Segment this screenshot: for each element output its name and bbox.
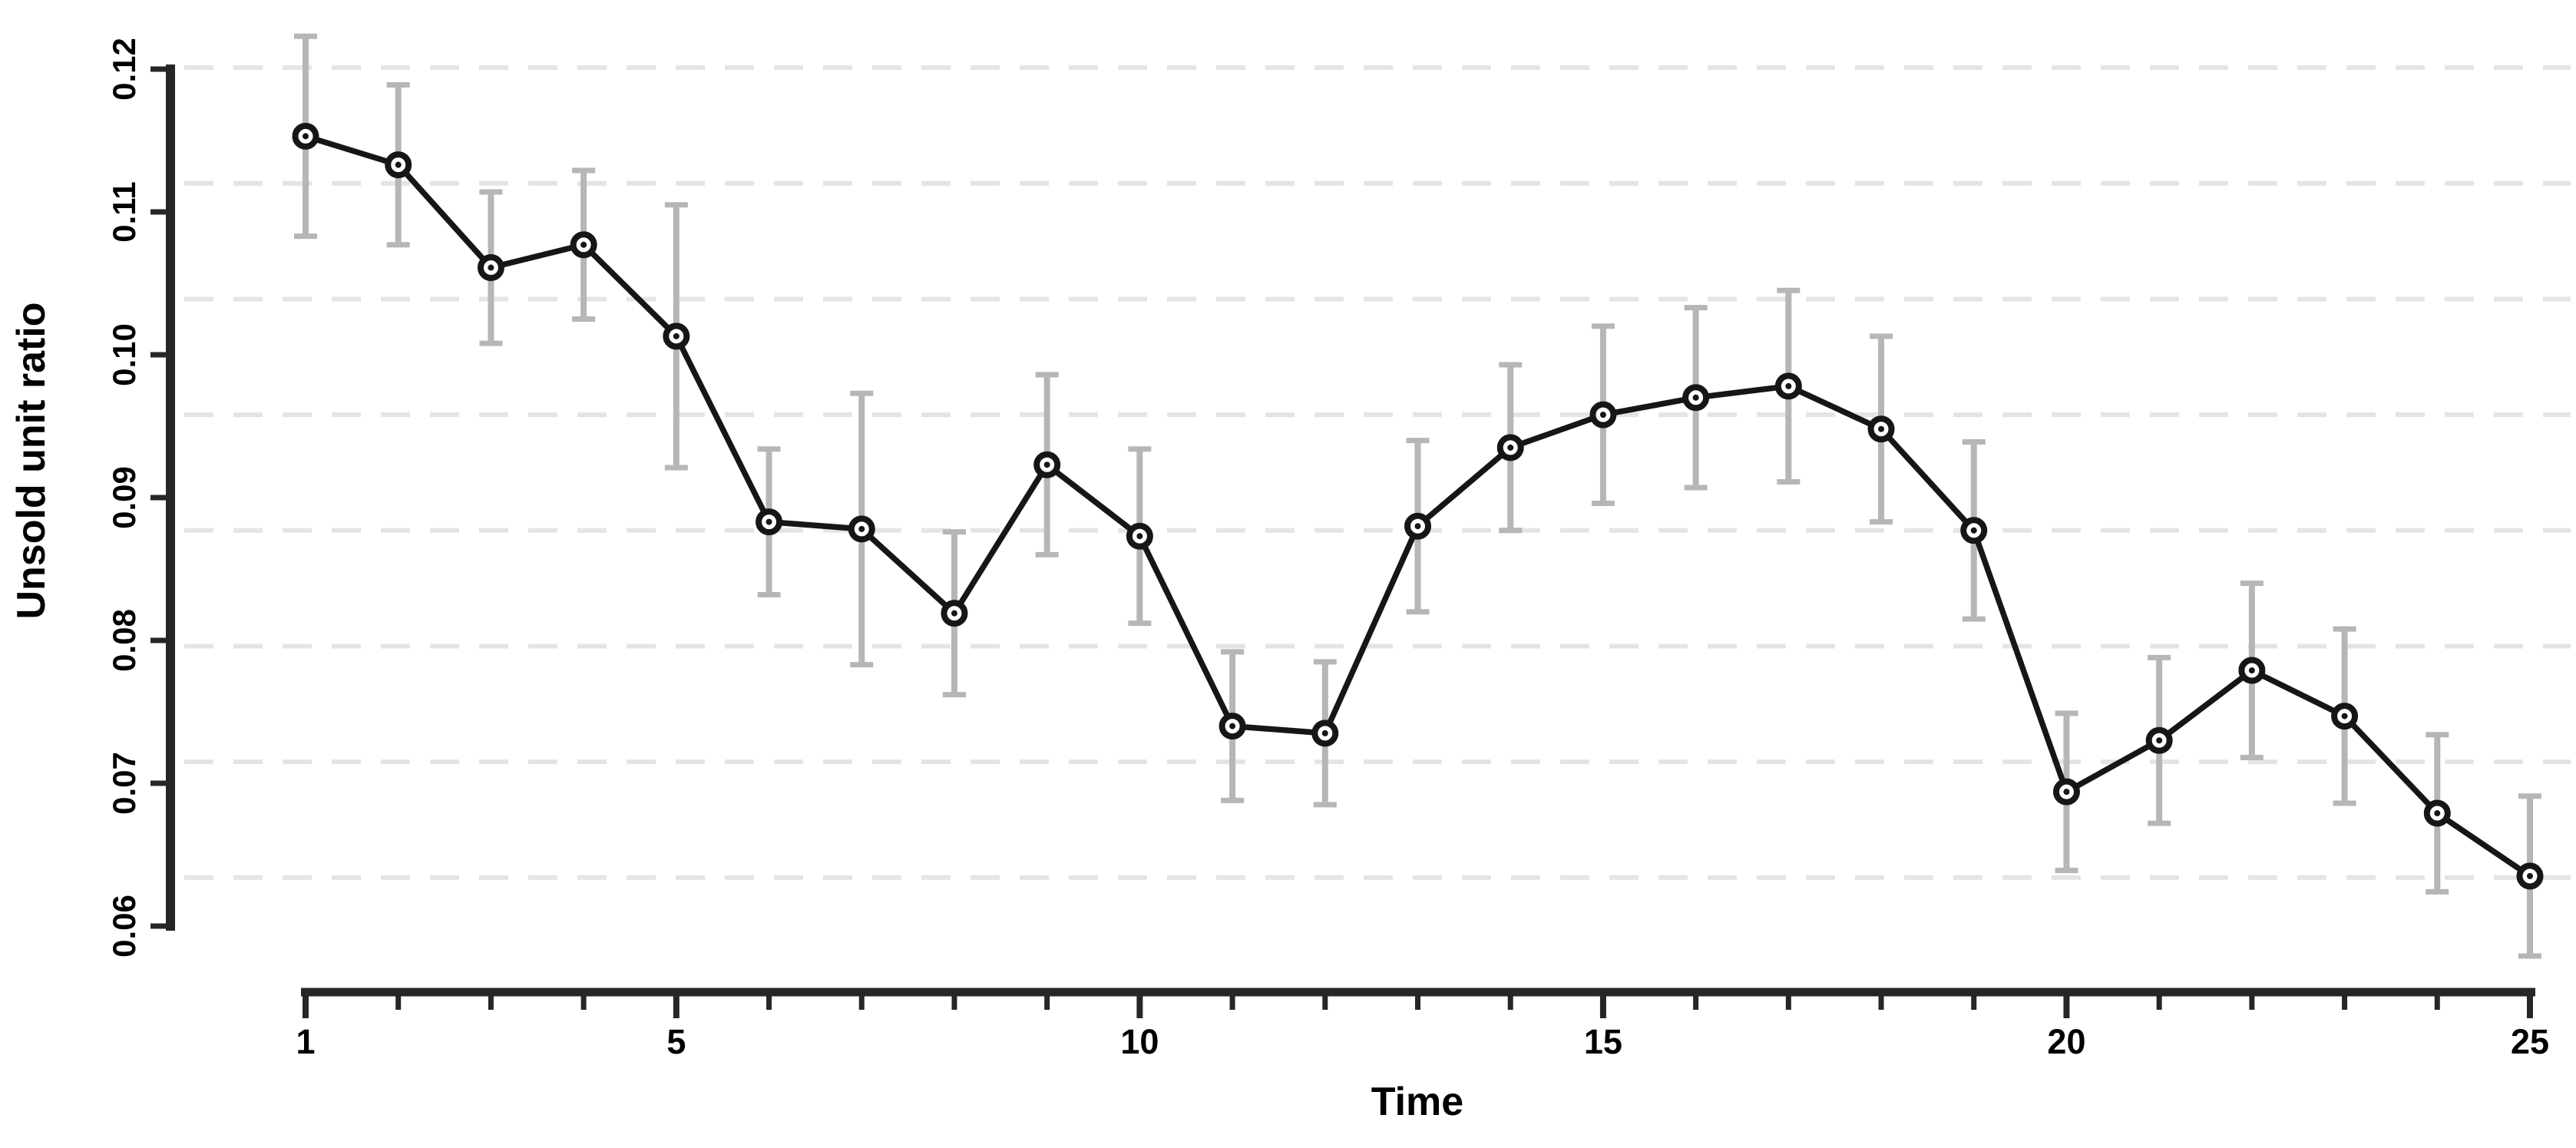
x-tick-label: 25 xyxy=(2511,1022,2549,1061)
marker-dot xyxy=(1599,412,1606,419)
data-point-marker xyxy=(1033,451,1061,478)
x-tick-label: 20 xyxy=(2047,1022,2085,1061)
marker-dot xyxy=(1321,729,1328,736)
data-point-marker xyxy=(570,231,597,259)
data-point-marker xyxy=(2052,778,2080,806)
marker-dot xyxy=(395,161,402,168)
data-point-marker xyxy=(663,323,690,350)
data-point-markers xyxy=(292,122,2544,890)
marker-dot xyxy=(1970,527,1977,534)
gridlines xyxy=(184,65,2571,880)
marker-dot xyxy=(1507,444,1514,451)
marker-dot xyxy=(303,133,309,140)
marker-dot xyxy=(766,518,772,525)
data-point-marker xyxy=(2516,862,2544,890)
x-axis-title: Time xyxy=(1371,1080,1463,1124)
y-tick-labels: 0.06 0.07 0.08 0.09 0.10 0.11 0.12 xyxy=(106,38,142,958)
y-tick-label: 0.11 xyxy=(106,181,142,242)
y-tick-label: 0.07 xyxy=(106,752,142,815)
data-point-marker xyxy=(385,151,412,179)
data-point-marker xyxy=(756,508,783,536)
data-point-marker xyxy=(1774,372,1802,400)
y-axis-title: Unsold unit ratio xyxy=(9,302,54,619)
marker-dot xyxy=(2341,713,2348,720)
y-tick-label: 0.08 xyxy=(106,609,142,672)
marker-dot xyxy=(858,525,865,532)
x-tick-label: 15 xyxy=(1584,1022,1622,1061)
marker-dot xyxy=(1414,523,1421,530)
marker-dot xyxy=(1136,533,1143,540)
data-point-marker xyxy=(2145,726,2173,754)
data-point-marker xyxy=(2423,799,2451,827)
marker-dot xyxy=(2527,872,2533,879)
x-tick-label: 10 xyxy=(1120,1022,1159,1061)
marker-dot xyxy=(580,241,587,248)
data-point-marker xyxy=(1960,517,1988,544)
data-point-marker xyxy=(1589,401,1617,428)
y-tick-label: 0.06 xyxy=(106,895,142,958)
y-tick-label: 0.12 xyxy=(106,38,142,101)
marker-dot xyxy=(673,332,680,339)
y-tick-label: 0.10 xyxy=(106,323,142,386)
marker-dot xyxy=(2248,667,2255,674)
y-tick-label: 0.09 xyxy=(106,466,142,529)
x-tick-labels: 1 5 10 15 20 25 xyxy=(296,1022,2549,1061)
marker-dot xyxy=(2063,789,2070,796)
marker-dot xyxy=(2156,737,2163,744)
error-bars xyxy=(294,33,2541,959)
marker-dot xyxy=(1692,394,1699,401)
marker-dot xyxy=(488,264,494,271)
marker-dot xyxy=(1043,462,1050,468)
data-point-marker xyxy=(1404,512,1431,540)
data-point-marker xyxy=(2331,703,2359,730)
axes xyxy=(150,65,2535,1018)
data-point-marker xyxy=(1311,720,1339,747)
data-point-marker xyxy=(1126,522,1153,550)
data-point-marker xyxy=(941,600,968,627)
data-point-marker xyxy=(477,254,504,282)
x-tick-label: 1 xyxy=(296,1022,315,1061)
data-point-marker xyxy=(1867,415,1895,443)
data-point-marker xyxy=(1682,384,1710,412)
data-point-marker xyxy=(848,515,875,543)
marker-dot xyxy=(1229,723,1236,729)
x-tick-label: 5 xyxy=(666,1022,686,1061)
marker-dot xyxy=(951,610,957,617)
data-point-marker xyxy=(2238,657,2266,684)
marker-dot xyxy=(2434,810,2441,817)
data-point-marker xyxy=(1496,434,1524,462)
data-point-marker xyxy=(292,122,319,150)
marker-dot xyxy=(1785,382,1792,389)
data-point-marker xyxy=(1219,713,1246,740)
marker-dot xyxy=(1878,425,1885,432)
